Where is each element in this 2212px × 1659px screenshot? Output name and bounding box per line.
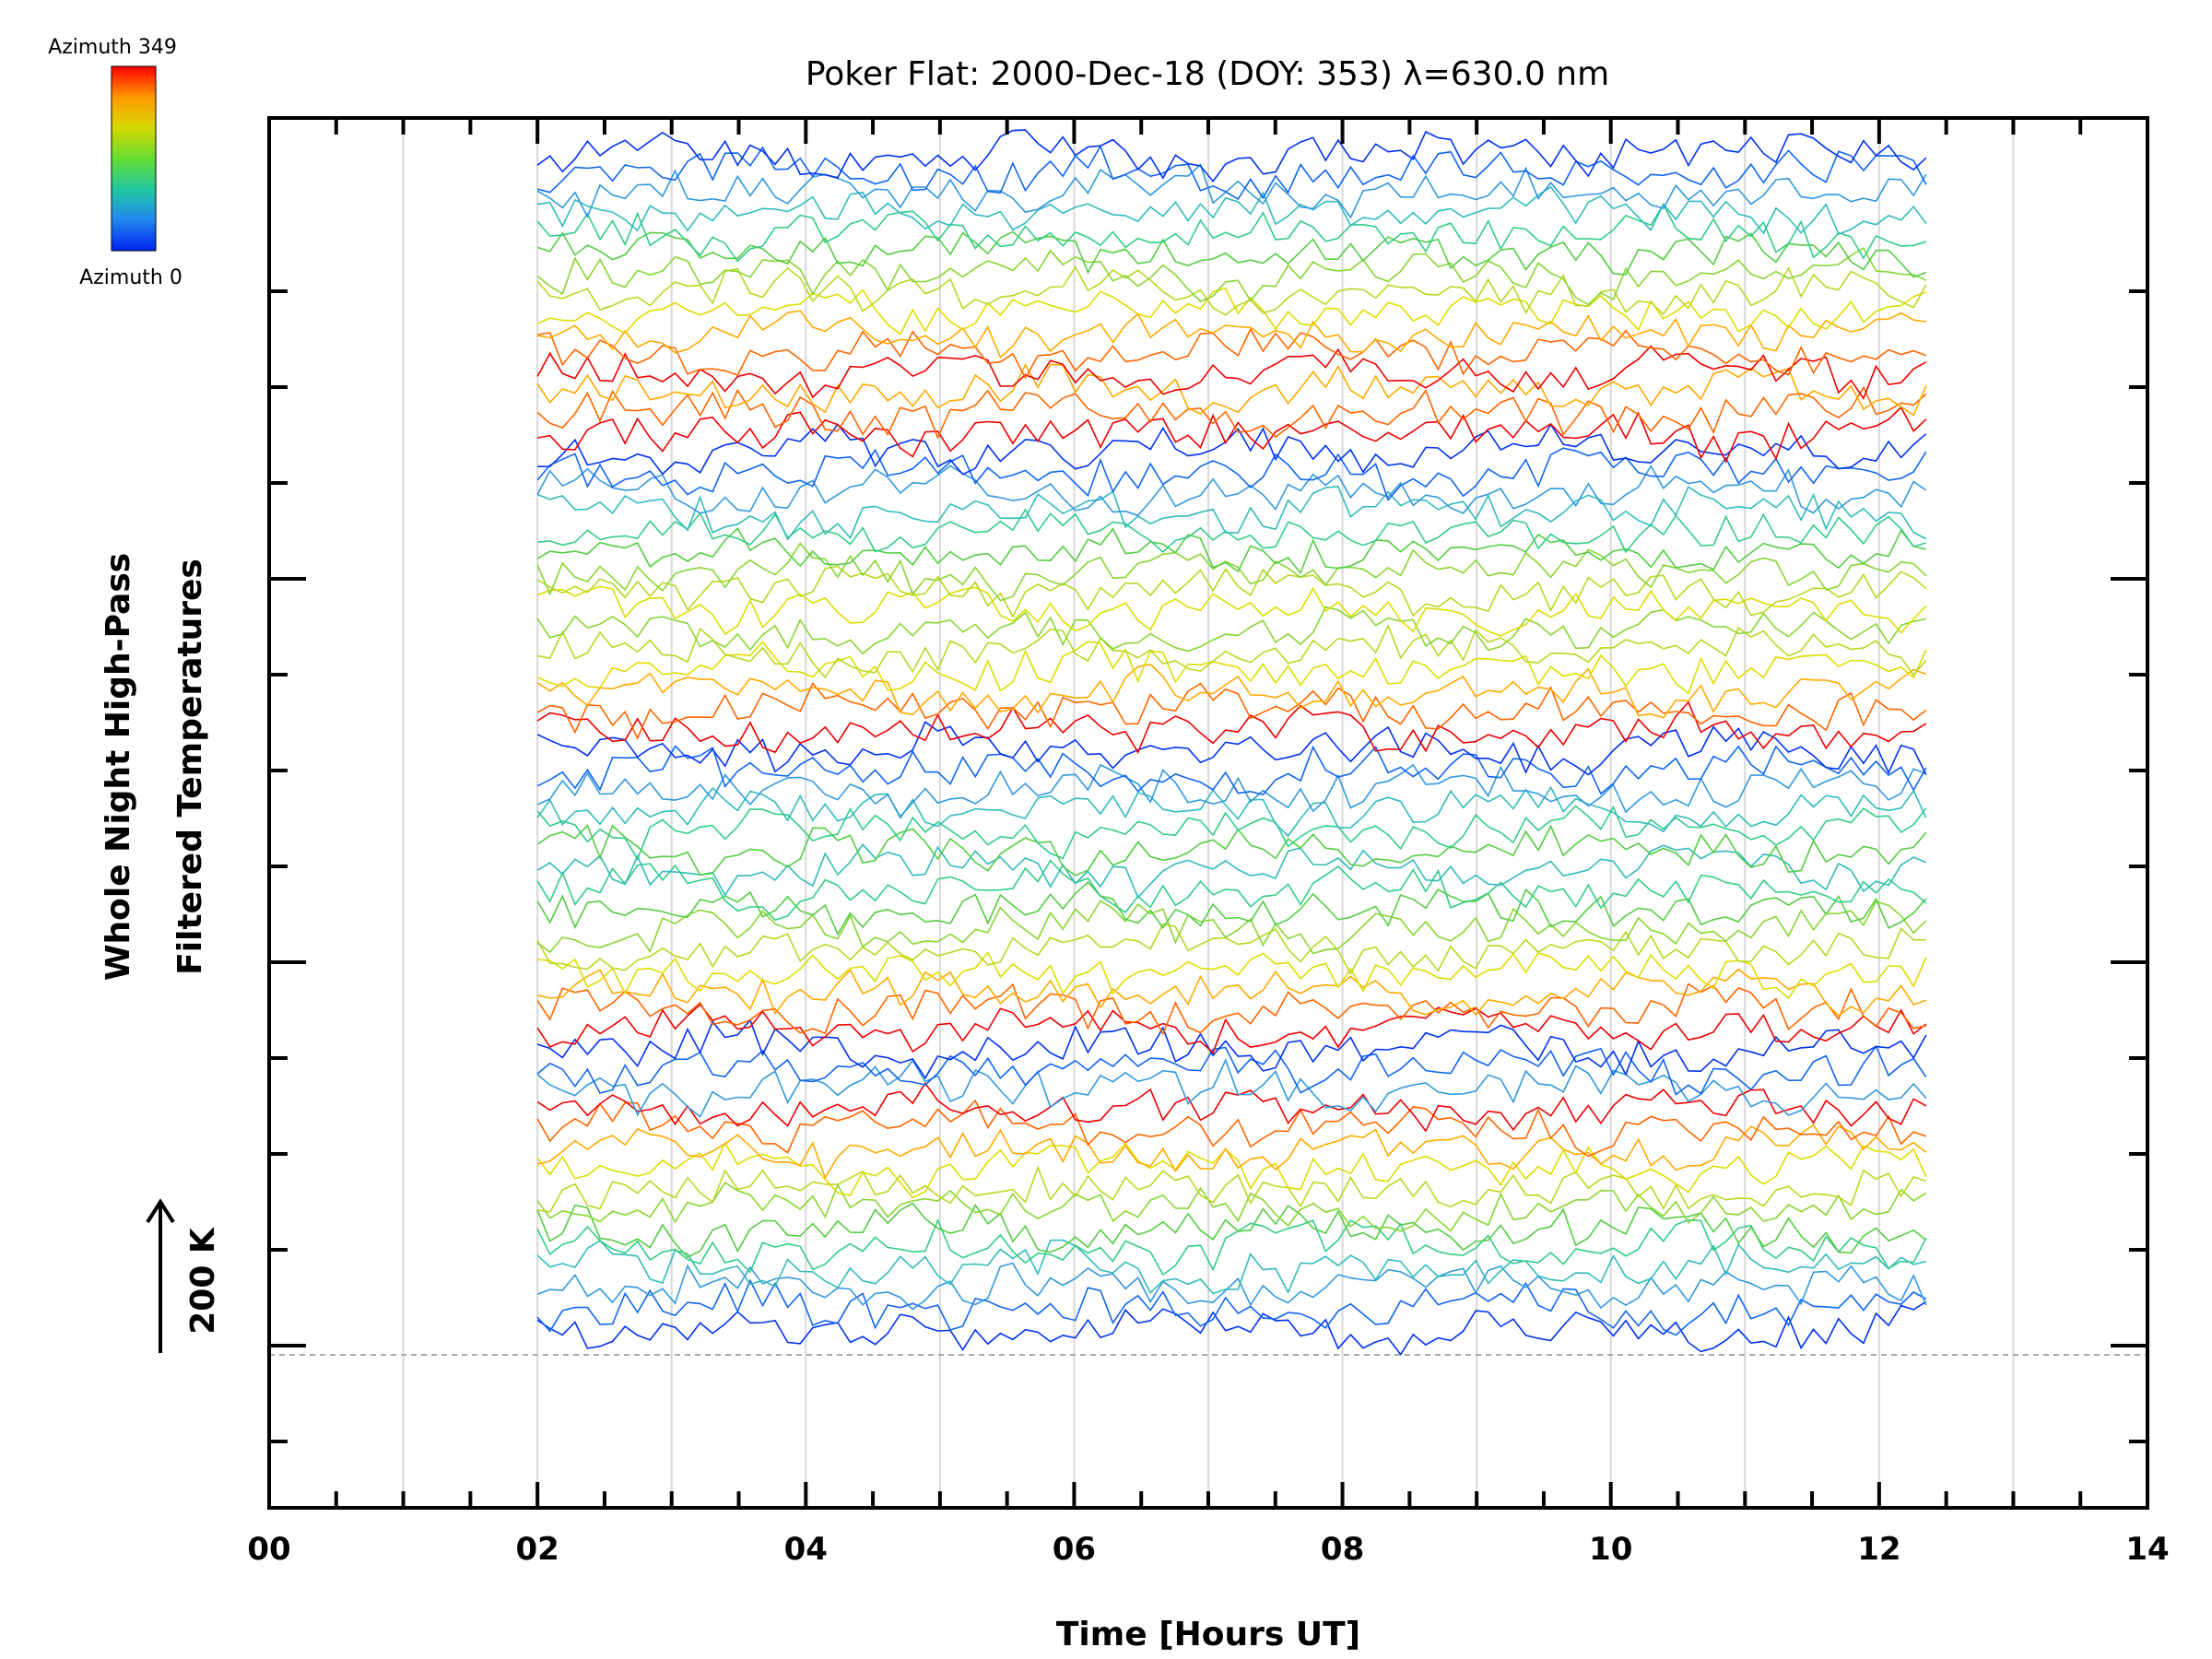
- azimuth-trace: [536, 287, 1927, 335]
- azimuth-trace: [536, 745, 1927, 795]
- azimuth-trace: [536, 163, 1927, 219]
- azimuth-trace: [536, 763, 1927, 818]
- azimuth-trace: [536, 565, 1927, 618]
- azimuth-trace: [537, 950, 1927, 1000]
- azimuth-trace: [536, 144, 1927, 201]
- azimuth-trace: [536, 1044, 1927, 1096]
- trace-series: [536, 129, 1927, 1356]
- azimuth-trace: [537, 508, 1927, 554]
- azimuth-trace: [536, 824, 1927, 877]
- y-axis-label-line2: Filtered Temperatures: [171, 559, 209, 975]
- azimuth-trace: [537, 422, 1927, 476]
- azimuth-trace: [536, 385, 1927, 440]
- azimuth-trace: [536, 246, 1927, 306]
- azimuth-trace: [536, 1058, 1927, 1118]
- azimuth-trace: [536, 1239, 1926, 1295]
- azimuth-trace: [536, 542, 1927, 602]
- colorbar-bottom-label: Azimuth 0: [79, 266, 182, 289]
- azimuth-trace: [536, 464, 1927, 517]
- azimuth-trace: [536, 345, 1927, 401]
- azimuth-trace: [536, 265, 1927, 316]
- chart-title: Poker Flat: 2000-Dec-18 (DOY: 353) λ=630…: [806, 55, 1609, 93]
- azimuth-trace: [536, 1300, 1927, 1356]
- azimuth-trace: [536, 900, 1927, 955]
- x-tick-label: 04: [784, 1531, 828, 1568]
- azimuth-trace: [536, 859, 1927, 922]
- x-tick-label: 14: [2125, 1531, 2169, 1568]
- x-tick-label: 06: [1053, 1531, 1096, 1568]
- y-axis-label-line1: Whole Night High-Pass: [100, 553, 137, 981]
- azimuth-trace: [536, 1018, 1927, 1080]
- azimuth-trace: [536, 129, 1927, 183]
- azimuth-trace: [536, 1081, 1927, 1133]
- azimuth-trace: [536, 1181, 1927, 1232]
- x-tick-label: 08: [1321, 1531, 1364, 1568]
- colorbar-top-label: Azimuth 349: [48, 36, 177, 59]
- azimuth-trace: [536, 363, 1927, 417]
- azimuth-trace: [536, 310, 1926, 359]
- x-axis-label: Time [Hours UT]: [1056, 1616, 1360, 1653]
- x-tick-label: 00: [247, 1531, 290, 1568]
- azimuth-trace: [536, 447, 1927, 501]
- colorbar-gradient: [111, 65, 157, 252]
- azimuth-trace: [536, 923, 1926, 976]
- azimuth-trace: [536, 982, 1926, 1036]
- azimuth-trace: [536, 721, 1927, 776]
- azimuth-trace: [536, 486, 1927, 541]
- azimuth-trace: [536, 606, 1926, 655]
- scale-bar-200k: 200 K: [146, 1198, 222, 1353]
- azimuth-trace: [536, 1218, 1927, 1277]
- axis-ticks: [267, 118, 2149, 1508]
- azimuth-trace: [536, 203, 1927, 263]
- x-tick-label: 12: [1857, 1531, 1900, 1568]
- azimuth-trace: [536, 327, 1927, 380]
- azimuth-trace: [536, 641, 1927, 695]
- azimuth-trace: [536, 585, 1927, 637]
- azimuth-trace: [536, 805, 1927, 862]
- azimuth-trace: [536, 1003, 1927, 1054]
- azimuth-trace: [536, 527, 1926, 575]
- x-tick-label: 10: [1589, 1531, 1632, 1568]
- azimuth-trace: [536, 700, 1927, 755]
- scale-bar-arrowhead-icon: [146, 1198, 175, 1224]
- azimuth-trace: [536, 1141, 1927, 1199]
- azimuth-trace: [536, 1165, 1927, 1213]
- azimuth-trace: [536, 406, 1927, 464]
- azimuth-trace: [536, 968, 1927, 1017]
- azimuth-trace: [536, 1202, 1927, 1258]
- azimuth-trace: [536, 1124, 1927, 1180]
- x-tick-labels: 00 02 04 06 08 10 12 14: [247, 1531, 2169, 1568]
- azimuth-trace: [536, 663, 1927, 719]
- azimuth-trace: [536, 230, 1927, 278]
- azimuth-trace: [536, 185, 1927, 236]
- azimuth-colorbar: Azimuth 349 Azimuth 0: [48, 36, 182, 289]
- azimuth-trace: [536, 785, 1927, 838]
- azimuth-trace: [536, 1262, 1927, 1311]
- azimuth-trace: [536, 681, 1927, 740]
- azimuth-trace: [536, 623, 1927, 679]
- azimuth-trace: [536, 1278, 1927, 1336]
- azimuth-trace: [536, 843, 1927, 900]
- azimuth-trace: [536, 1099, 1927, 1158]
- scale-bar-label: 200 K: [184, 1227, 222, 1335]
- x-tick-label: 02: [515, 1531, 559, 1568]
